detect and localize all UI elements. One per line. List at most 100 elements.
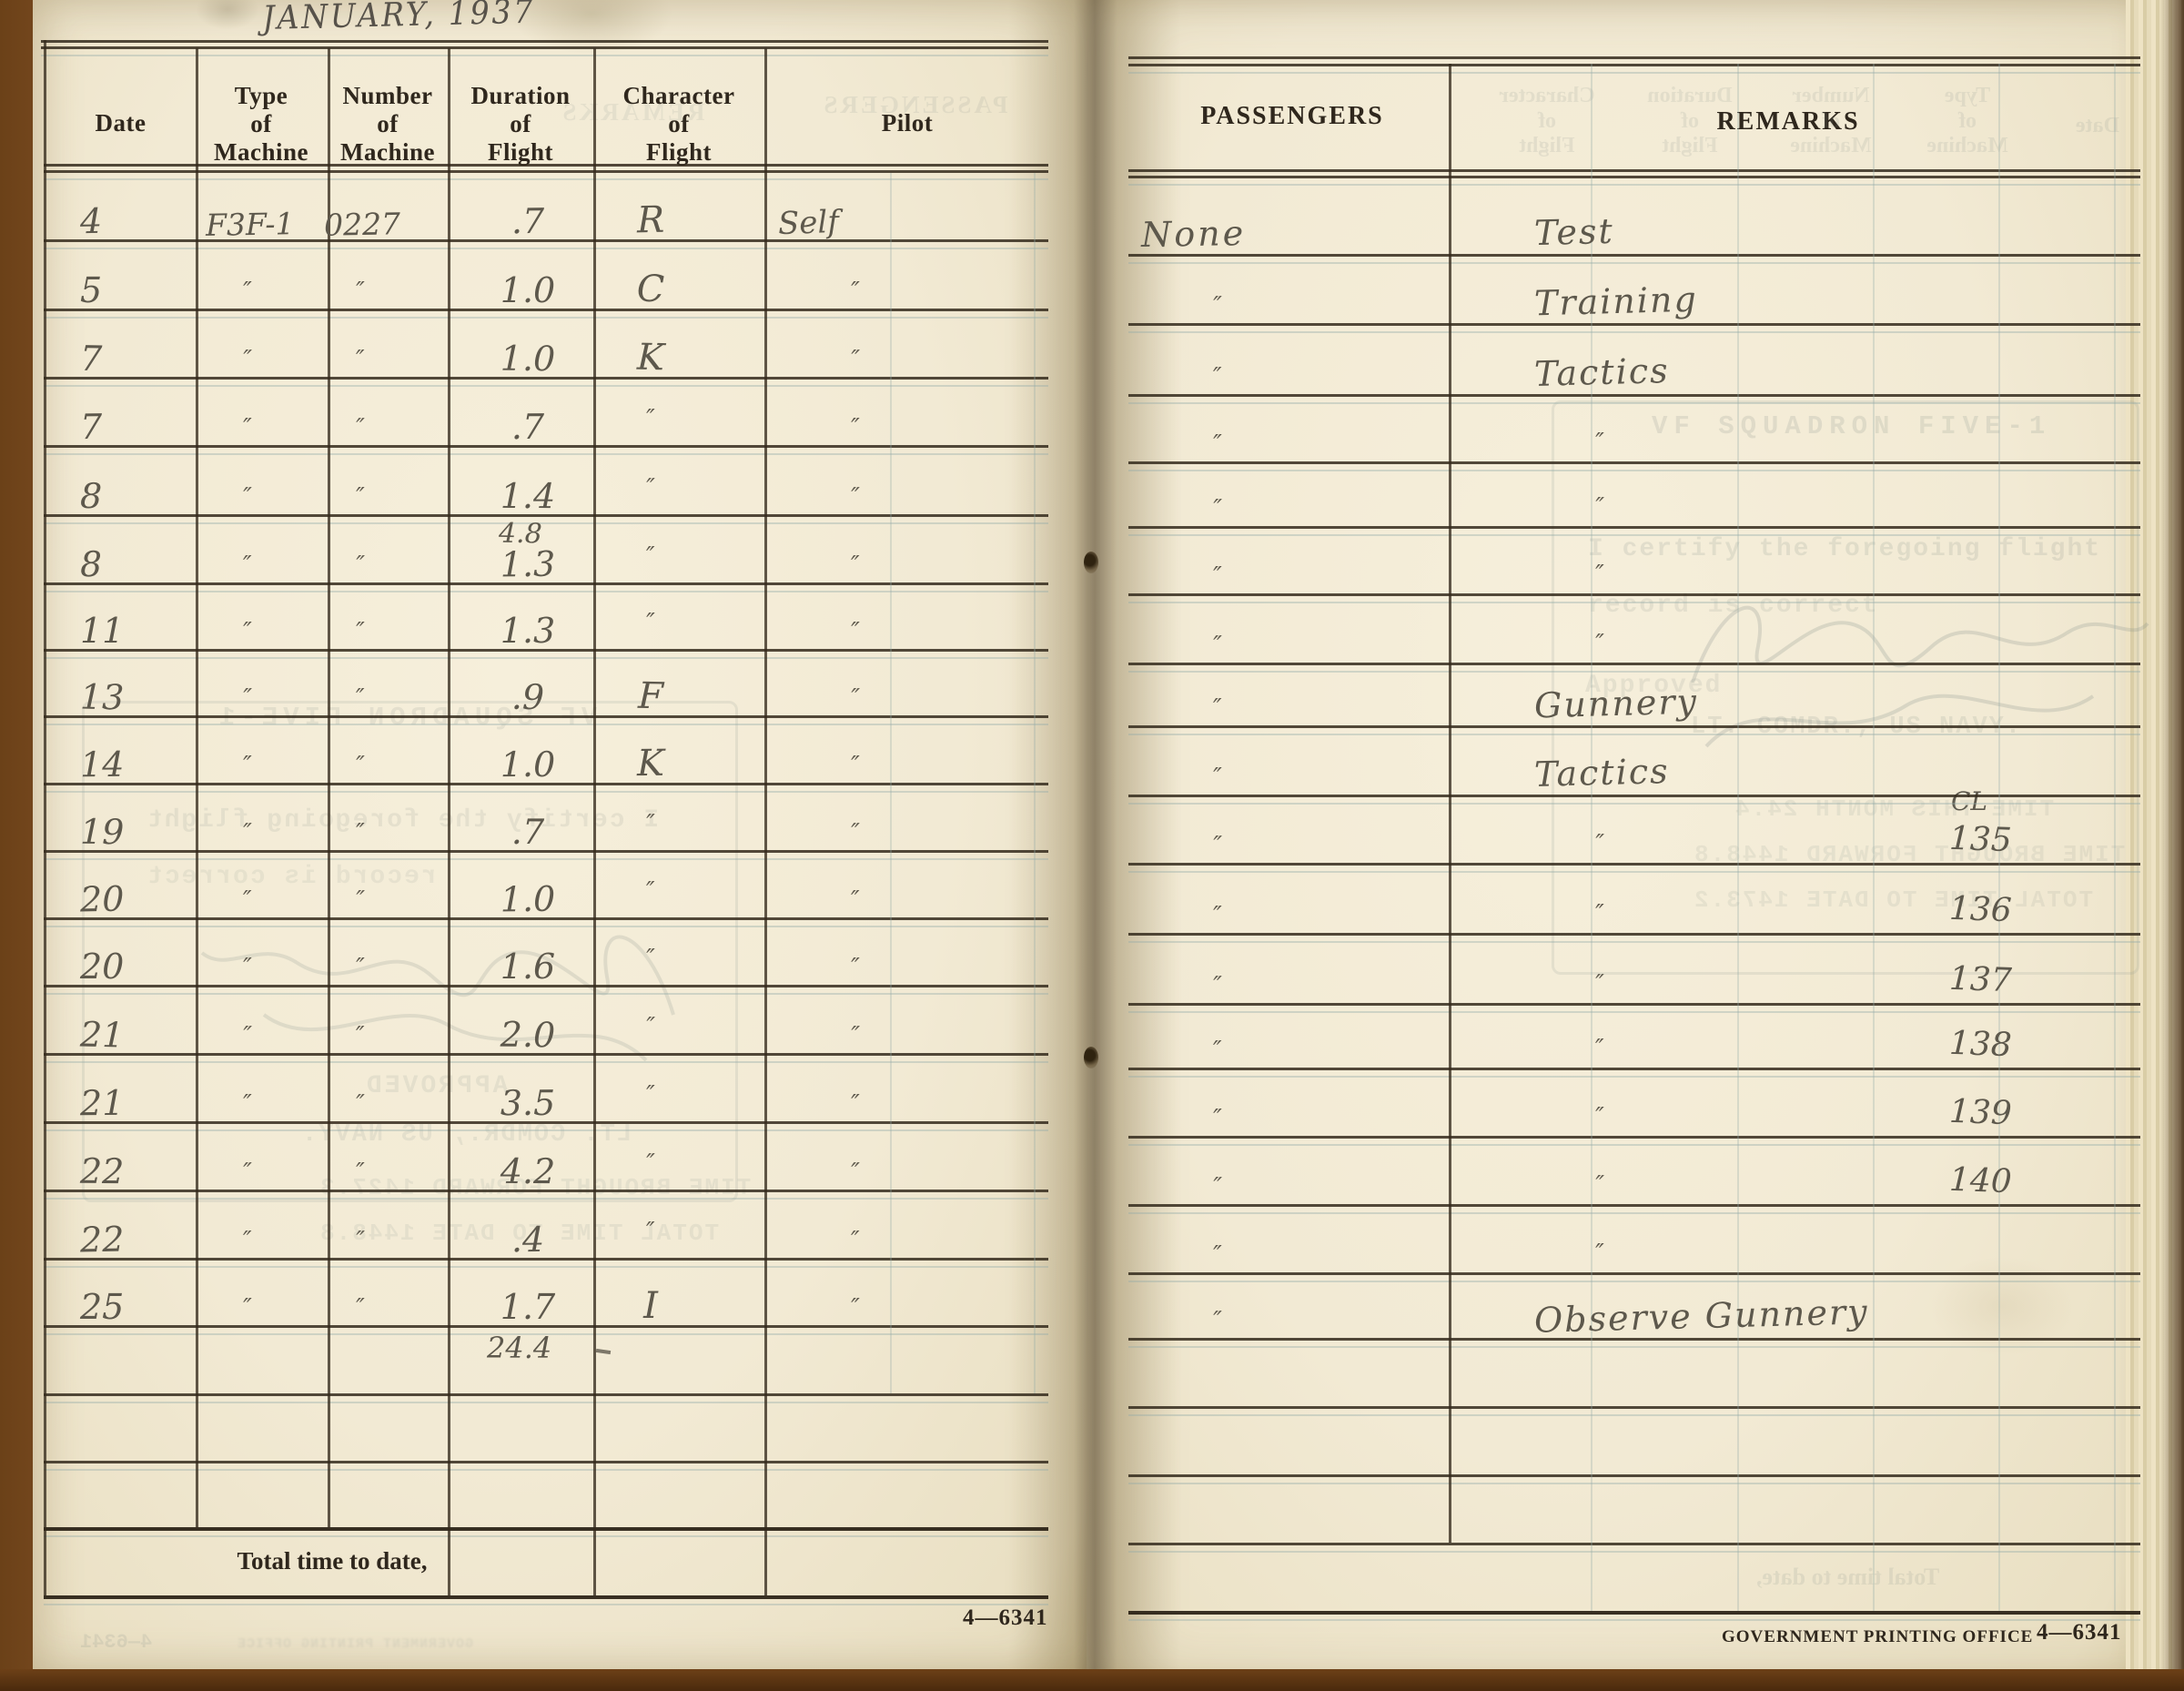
cell-type: ″ [243, 1294, 252, 1321]
rule [44, 1393, 1048, 1396]
rule [44, 1266, 1048, 1268]
rule [1449, 64, 1451, 1543]
ghost-header-type: Type of Machine [1926, 84, 2008, 158]
cell-date: 13 [79, 676, 125, 718]
rule [44, 1129, 1048, 1131]
cell-duration: 1.3 [500, 611, 556, 651]
cell-pilot: ″ [851, 1294, 860, 1321]
rule [1128, 663, 2140, 665]
rule [44, 850, 1048, 853]
cell-remarks: Tactics [1533, 350, 1671, 394]
cell-character: ″ [645, 809, 656, 838]
rule [41, 40, 1048, 43]
rule [44, 1061, 1048, 1063]
rule [44, 1469, 1048, 1471]
cell-duration: .7 [511, 200, 545, 242]
ghost-total-label: Total time to date, [1756, 1564, 1940, 1590]
col-header-type: Type of Machine [214, 82, 308, 166]
rule [1128, 593, 2140, 596]
right-page [1087, 0, 2151, 1686]
col-header-duration: Duration of Flight [470, 82, 571, 166]
rule [44, 582, 1048, 585]
cell-remarks: ″ [1594, 1239, 1605, 1268]
rule [1128, 1011, 2140, 1013]
cell-pilot: ″ [850, 1226, 861, 1255]
rule [1128, 461, 2140, 464]
cell-type: ″ [242, 683, 253, 713]
rule [1128, 184, 2140, 186]
cell-passengers: ″ [1213, 1105, 1222, 1132]
cell-duration: .4 [511, 1219, 545, 1261]
cell-duration: 2.0 [500, 1014, 556, 1056]
cell-pilot: ″ [851, 278, 860, 305]
cell-type: ″ [242, 482, 253, 511]
rule [1128, 1281, 2140, 1282]
ghost-certify: I certify the foregoing flight [1588, 535, 2102, 563]
cell-character: ″ [645, 1012, 656, 1041]
binding-hole [1084, 1047, 1098, 1068]
cell-remarks: Gunnery [1533, 681, 1699, 726]
cell-duration: 1.6 [500, 947, 556, 987]
cell-date: 7 [79, 406, 103, 448]
cell-character: C [636, 268, 665, 310]
ghost-certification-box [1552, 400, 2139, 975]
rule [1128, 1136, 2140, 1139]
cell-date: 5 [80, 270, 103, 310]
cell-character: ″ [645, 404, 656, 433]
rule [1128, 671, 2140, 673]
rule [44, 170, 1048, 173]
rule [44, 317, 1048, 319]
rule [1128, 169, 2140, 172]
cell-type: ″ [242, 413, 253, 442]
rule [44, 1402, 1048, 1403]
cell-duration: 3.5 [500, 1082, 556, 1124]
cell-pilot: ″ [851, 954, 860, 981]
cell-character: ″ [645, 1217, 656, 1246]
binding-gutter [1008, 0, 1181, 1691]
cell-pilot: ″ [850, 413, 861, 442]
cell-character: F [637, 674, 664, 718]
rule [1591, 64, 1592, 1611]
cell-pilot: ″ [850, 1158, 861, 1187]
cell-character: K [636, 742, 665, 785]
rule [44, 248, 1048, 249]
cell-type: ″ [243, 618, 252, 645]
rule [44, 1527, 1048, 1531]
cell-remarks: Tactics [1533, 751, 1671, 795]
rule [44, 657, 1048, 659]
col-header-date: Date [95, 109, 147, 137]
col-header-passengers: PASSENGERS [1200, 102, 1384, 130]
rule [44, 985, 1048, 987]
cell-pilot: ″ [850, 886, 861, 915]
cell-character: K [636, 336, 665, 380]
cell-number: ″ [355, 1089, 366, 1119]
cell-date: 8 [79, 475, 103, 517]
rule [44, 1053, 1048, 1056]
cell-number: ″ [355, 751, 366, 780]
cell-type: ″ [242, 1158, 253, 1187]
cell-date: 25 [80, 1287, 125, 1327]
rule [1128, 1212, 2140, 1214]
cell-type: ″ [242, 1226, 253, 1255]
ghost-approved: Approved [1585, 672, 1723, 700]
cell-number: ″ [356, 278, 365, 305]
cell-passengers: ″ [1212, 1036, 1223, 1065]
rule [1128, 941, 2140, 943]
cell-date: 8 [79, 543, 103, 585]
rule [1128, 1543, 2140, 1545]
cell-flight-number: 139 [1948, 1092, 2013, 1133]
rule [44, 239, 1048, 242]
rule [1128, 1406, 2140, 1409]
ghost-remarks-label: REMARKS [560, 98, 705, 126]
rule [44, 858, 1048, 860]
cell-number: ″ [355, 413, 366, 442]
rule [196, 48, 198, 1527]
cell-character: ″ [646, 945, 655, 972]
rule [1128, 72, 2140, 74]
cell-passengers: ″ [1212, 1306, 1223, 1335]
cell-duration: .9 [511, 676, 545, 718]
cell-character: ″ [645, 876, 656, 906]
rule [1128, 1414, 2140, 1416]
rule [1034, 173, 1036, 1393]
